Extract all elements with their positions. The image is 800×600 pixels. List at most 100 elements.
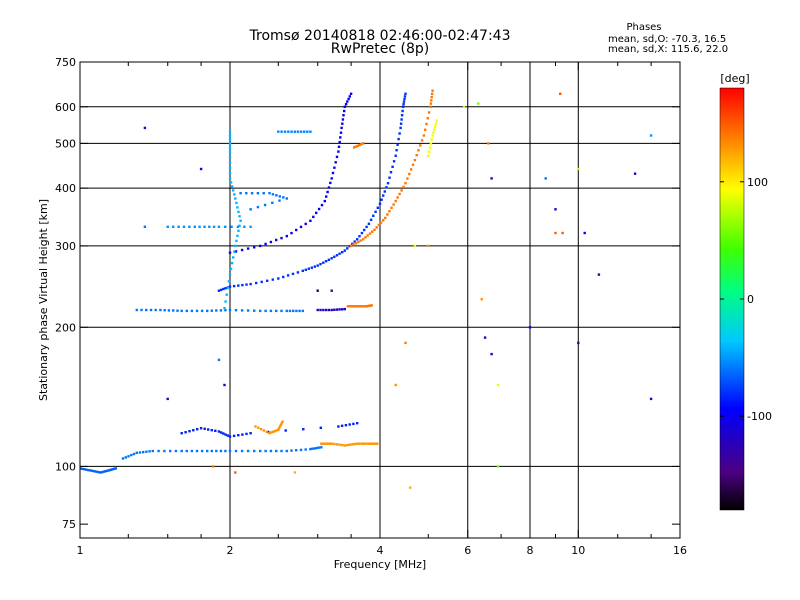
scatter-point xyxy=(554,208,557,211)
trace-point xyxy=(401,109,404,113)
trace-point xyxy=(432,131,435,134)
trace-point xyxy=(333,442,336,446)
trace-point xyxy=(127,455,130,458)
trace-point xyxy=(302,428,305,431)
trace-point xyxy=(413,158,417,162)
trace-point xyxy=(249,208,252,211)
trace-point xyxy=(346,100,349,103)
trace-point xyxy=(255,281,258,285)
trace-point xyxy=(356,442,359,445)
trace-point xyxy=(435,119,438,122)
trace-point xyxy=(180,449,183,453)
trace-point xyxy=(104,470,107,473)
scatter-point xyxy=(544,177,547,180)
trace-point xyxy=(236,234,239,238)
trace-point xyxy=(366,234,369,237)
trace-point xyxy=(327,258,331,261)
trace-point xyxy=(229,267,233,271)
trace-point xyxy=(301,269,304,272)
trace-point xyxy=(226,434,229,437)
trace-point xyxy=(238,224,241,227)
trace-point xyxy=(228,155,232,159)
trace-point xyxy=(228,285,232,288)
y-tick-label: 300 xyxy=(55,240,76,253)
trace-point xyxy=(282,196,285,199)
trace-point xyxy=(384,216,387,220)
y-tick-label: 400 xyxy=(55,182,76,195)
trace-point xyxy=(356,238,359,241)
trace-point xyxy=(200,449,204,453)
y-axis-title: Stationary phase Virtual Height [km] xyxy=(37,199,50,401)
trace-point xyxy=(433,128,436,131)
trace-point xyxy=(296,130,300,133)
trace-point xyxy=(330,442,333,445)
trace-point xyxy=(313,265,316,268)
trace-point xyxy=(365,225,368,229)
trace-point xyxy=(398,192,401,196)
grid-lines xyxy=(80,62,680,538)
trace-point xyxy=(299,225,303,229)
trace-point xyxy=(338,252,341,255)
chart-subtitle: RwPretec (8p) xyxy=(331,41,429,57)
trace-point xyxy=(326,190,329,194)
trace-point xyxy=(343,109,346,113)
trace-point xyxy=(200,309,204,313)
trace-point xyxy=(360,231,364,235)
trace-point xyxy=(343,444,346,447)
scatter-point xyxy=(483,336,487,339)
trace-point xyxy=(185,449,188,453)
trace-point xyxy=(228,273,232,276)
scatter-point xyxy=(649,397,653,401)
trace-point xyxy=(284,429,287,432)
scatter-point xyxy=(559,92,562,95)
trace-point xyxy=(293,130,297,133)
x-tick-label: 10 xyxy=(571,544,585,557)
trace-point xyxy=(429,142,433,145)
trace-point xyxy=(346,305,350,308)
trace-point xyxy=(376,442,379,445)
trace-point xyxy=(323,199,326,203)
trace-point xyxy=(411,163,415,166)
trace-point xyxy=(157,449,160,453)
trace-point xyxy=(304,448,307,451)
trace-point xyxy=(313,447,316,450)
trace-point xyxy=(219,309,223,312)
trace-point xyxy=(149,308,153,312)
trace-point xyxy=(359,305,362,308)
trace-point xyxy=(319,426,322,429)
trace-point xyxy=(249,282,252,286)
trace-point xyxy=(374,210,377,213)
phase-stats-title: Phases xyxy=(626,22,661,33)
trace-point xyxy=(330,177,333,180)
trace-point xyxy=(378,202,382,205)
x-tick-label: 16 xyxy=(673,544,687,557)
trace-point xyxy=(330,257,333,260)
trace-point xyxy=(322,308,325,312)
trace-point xyxy=(245,192,248,195)
trace-point xyxy=(354,305,357,308)
trace-point xyxy=(275,194,278,197)
trace-point xyxy=(269,240,273,244)
trace-point xyxy=(249,225,252,228)
trace-point xyxy=(206,309,209,313)
trace-point xyxy=(433,125,437,128)
trace-point xyxy=(232,189,235,192)
y-tick-label: 200 xyxy=(55,321,76,334)
trace-point xyxy=(298,309,301,313)
trace-point xyxy=(383,190,386,193)
trace-point xyxy=(291,272,295,276)
trace-point xyxy=(224,287,227,290)
trace-point xyxy=(354,242,358,245)
trace-point xyxy=(341,118,345,121)
trace-point xyxy=(196,428,199,431)
trace-point xyxy=(271,201,274,204)
trace-point xyxy=(132,452,136,456)
trace-point xyxy=(360,442,364,445)
x-tick-label: 2 xyxy=(227,544,234,557)
trace-point xyxy=(203,427,206,430)
trace-point xyxy=(346,443,349,447)
trace-point xyxy=(322,261,325,264)
scatter-point xyxy=(561,231,564,235)
trace-point xyxy=(288,309,292,313)
y-tick-label: 600 xyxy=(55,101,76,114)
